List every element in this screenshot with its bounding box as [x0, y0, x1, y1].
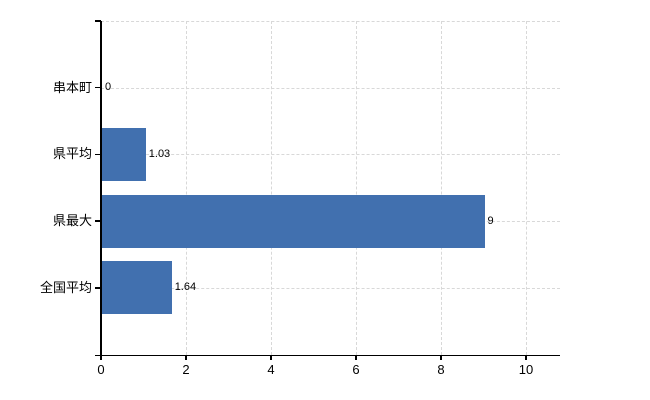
- bar: [102, 127, 146, 181]
- bar-value-label: 1.64: [174, 281, 197, 294]
- category-label: 串本町: [52, 79, 92, 95]
- x-tick-label: 2: [182, 361, 190, 377]
- y-axis-tick: [95, 86, 101, 89]
- x-axis-tick: [100, 354, 102, 360]
- y-axis-tick: [95, 287, 101, 289]
- gridline-vertical: [271, 21, 272, 355]
- x-tick-label: 0: [97, 361, 105, 377]
- x-tick-label: 6: [352, 361, 360, 377]
- gridline-horizontal: [101, 154, 560, 156]
- bar: [102, 261, 172, 315]
- category-label: 県最大: [52, 213, 92, 229]
- x-axis-tick: [185, 354, 187, 360]
- x-axis-line: [94, 354, 560, 356]
- gridline-horizontal: [101, 287, 560, 289]
- gridline-horizontal-top: [101, 21, 560, 22]
- bar: [102, 194, 485, 248]
- gridline-vertical: [526, 21, 527, 355]
- y-axis-tick: [95, 153, 101, 156]
- x-tick-label: 10: [518, 361, 534, 377]
- y-axis-tick: [95, 20, 101, 22]
- gridline-horizontal: [101, 87, 560, 89]
- gridline-vertical: [186, 21, 187, 355]
- y-axis-tick: [95, 220, 101, 222]
- x-axis-tick: [525, 354, 527, 360]
- gridline-vertical: [441, 21, 442, 355]
- category-label: 全国平均: [39, 279, 92, 295]
- y-axis-line: [100, 21, 102, 356]
- x-axis-tick: [440, 354, 442, 360]
- gridline-vertical: [356, 21, 357, 355]
- bar-value-label: 9: [487, 214, 494, 227]
- x-axis-tick: [355, 354, 357, 360]
- bar-value-label: 1.03: [148, 147, 171, 160]
- bar-value-label: 0: [105, 81, 112, 94]
- x-tick-label: 8: [437, 361, 445, 377]
- x-tick-label: 4: [267, 361, 275, 377]
- category-label: 県平均: [52, 146, 92, 162]
- x-axis-tick: [270, 354, 272, 360]
